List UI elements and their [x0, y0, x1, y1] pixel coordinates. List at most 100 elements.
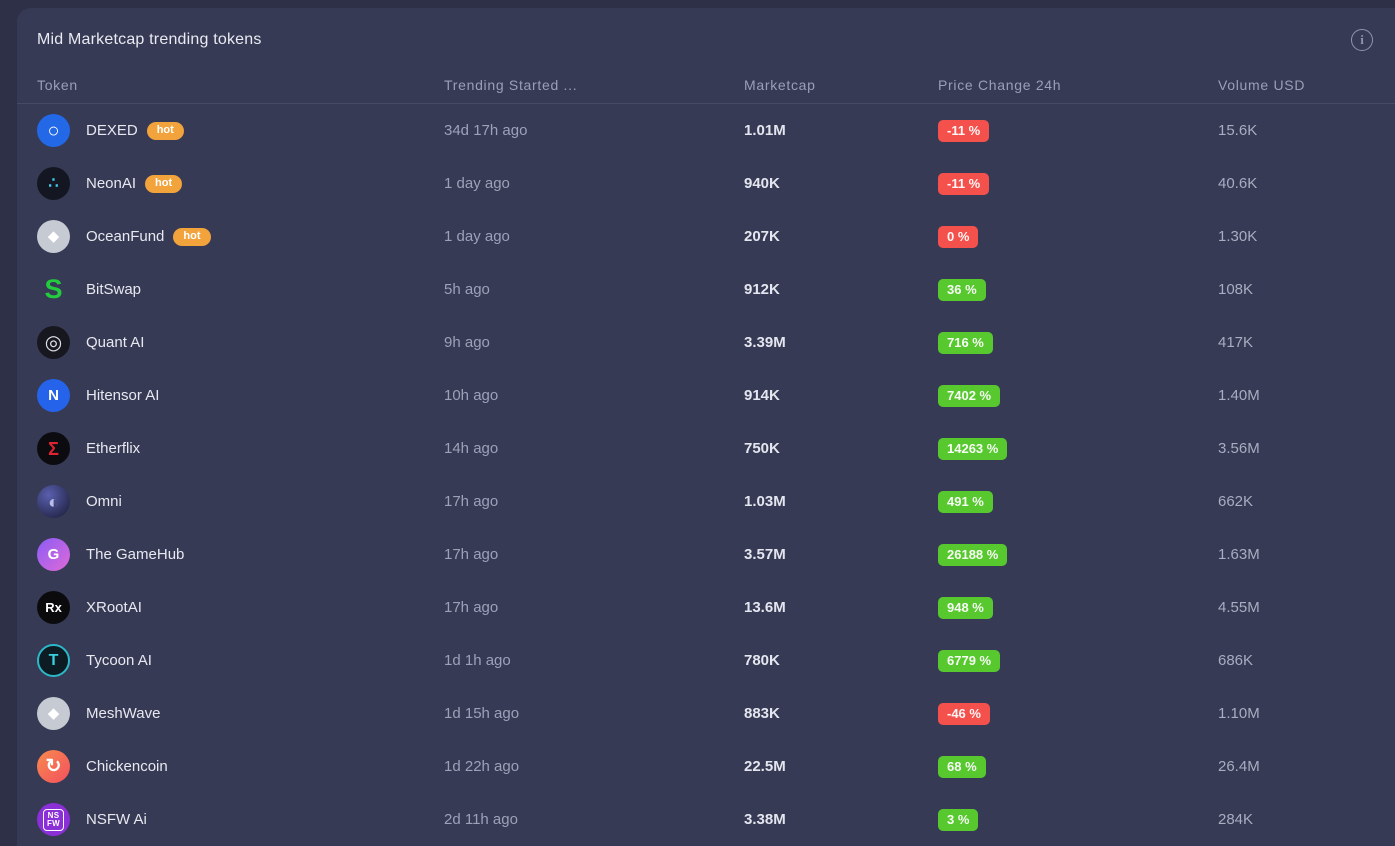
token-name: Chickencoin: [86, 758, 168, 775]
token-cell: ◐ Omni: [37, 485, 444, 518]
marketcap-value: 13.6M: [744, 599, 786, 616]
column-header-volume[interactable]: Volume USD: [1218, 76, 1306, 93]
token-cell: Rx XRootAI: [37, 591, 444, 624]
price-change-badge: 36 %: [938, 278, 986, 301]
table-row[interactable]: G The GameHub 17h ago 3.57M 26188 % 1.63…: [17, 528, 1395, 581]
xrootai-token-icon: Rx: [37, 591, 70, 624]
token-cell: T Tycoon AI: [37, 644, 444, 677]
volume-usd-value: 1.10M: [1218, 705, 1260, 722]
trending-started-value: 17h ago: [444, 546, 499, 563]
volume-usd-value: 1.30K: [1218, 228, 1258, 245]
token-cell: ◎ Quant AI: [37, 326, 444, 359]
token-name: The GameHub: [86, 546, 185, 563]
price-change-cell: 14263 %: [938, 437, 1218, 460]
price-change-badge: 491 %: [938, 490, 993, 513]
volume-usd-value: 40.6K: [1218, 175, 1258, 192]
marketcap-value: 3.57M: [744, 546, 786, 563]
trending-started-value: 14h ago: [444, 440, 499, 457]
trending-started-value: 1d 1h ago: [444, 652, 511, 669]
price-change-badge: -46 %: [938, 702, 990, 725]
token-name: Etherflix: [86, 440, 141, 457]
price-change-cell: -11 %: [938, 172, 1218, 195]
omni-token-icon: ◐: [37, 485, 70, 518]
column-header-marketcap[interactable]: Marketcap: [744, 76, 816, 93]
price-change-cell: 491 %: [938, 490, 1218, 513]
token-cell: N Hitensor AI: [37, 379, 444, 412]
marketcap-value: 1.03M: [744, 493, 786, 510]
price-change-badge: -11 %: [938, 172, 990, 195]
trending-started-value: 17h ago: [444, 599, 499, 616]
table-row[interactable]: Σ Etherflix 14h ago 750K 14263 % 3.56M: [17, 422, 1395, 475]
marketcap-value: 207K: [744, 228, 780, 245]
panel-header: Mid Marketcap trending tokens i: [17, 8, 1395, 52]
table-row[interactable]: ○ DEXED hot 34d 17h ago 1.01M -11 % 15.6…: [17, 104, 1395, 157]
nsfwai-token-icon: NS FW: [37, 803, 70, 836]
token-name: Omni: [86, 493, 122, 510]
gamehub-token-icon: G: [37, 538, 70, 571]
price-change-cell: 3 %: [938, 808, 1218, 831]
trending-started-value: 1 day ago: [444, 175, 510, 192]
token-table-body: ○ DEXED hot 34d 17h ago 1.01M -11 % 15.6…: [17, 104, 1395, 846]
table-row[interactable]: T Tycoon AI 1d 1h ago 780K 6779 % 686K: [17, 634, 1395, 687]
panel-title: Mid Marketcap trending tokens: [37, 31, 262, 48]
hitensor-token-icon: N: [37, 379, 70, 412]
token-name: Hitensor AI: [86, 387, 160, 404]
volume-usd-value: 15.6K: [1218, 122, 1258, 139]
marketcap-value: 750K: [744, 440, 780, 457]
price-change-badge: 3 %: [938, 808, 979, 831]
token-cell: ◆ OceanFund hot: [37, 220, 444, 253]
dexed-token-icon: ○: [37, 114, 70, 147]
volume-usd-value: 1.63M: [1218, 546, 1260, 563]
table-row[interactable]: NS FW NSFW Ai 2d 11h ago 3.38M 3 % 284K: [17, 793, 1395, 846]
token-cell: G The GameHub: [37, 538, 444, 571]
column-header-trending[interactable]: Trending Started ...: [444, 76, 578, 93]
price-change-badge: 716 %: [938, 331, 993, 354]
token-name: OceanFund: [86, 228, 165, 245]
trending-tokens-panel: Mid Marketcap trending tokens i Token Tre…: [17, 8, 1395, 846]
volume-usd-value: 417K: [1218, 334, 1254, 351]
volume-usd-value: 3.56M: [1218, 440, 1260, 457]
token-cell: ↻ Chickencoin: [37, 750, 444, 783]
price-change-badge: 68 %: [938, 755, 986, 778]
price-change-cell: 6779 %: [938, 649, 1218, 672]
column-header-token[interactable]: Token: [37, 76, 78, 93]
price-change-cell: -11 %: [938, 119, 1218, 142]
table-row[interactable]: ◆ MeshWave 1d 15h ago 883K -46 % 1.10M: [17, 687, 1395, 740]
token-cell: Σ Etherflix: [37, 432, 444, 465]
table-header-row: Token Trending Started ... Marketcap Price …: [17, 52, 1395, 104]
etherflix-token-icon: Σ: [37, 432, 70, 465]
table-row[interactable]: ◐ Omni 17h ago 1.03M 491 % 662K: [17, 475, 1395, 528]
volume-usd-value: 26.4M: [1218, 758, 1260, 775]
trending-started-value: 34d 17h ago: [444, 122, 528, 139]
table-row[interactable]: Rx XRootAI 17h ago 13.6M 948 % 4.55M: [17, 581, 1395, 634]
quantai-token-icon: ◎: [37, 326, 70, 359]
price-change-badge: 948 %: [938, 596, 993, 619]
trending-started-value: 1d 22h ago: [444, 758, 520, 775]
token-cell: ∴ NeonAI hot: [37, 167, 444, 200]
price-change-cell: -46 %: [938, 702, 1218, 725]
marketcap-value: 883K: [744, 705, 780, 722]
token-cell: S BitSwap: [37, 273, 444, 306]
price-change-badge: 26188 %: [938, 543, 1008, 566]
token-name: NeonAI: [86, 175, 137, 192]
token-name: Tycoon AI: [86, 652, 152, 669]
volume-usd-value: 686K: [1218, 652, 1254, 669]
table-row[interactable]: N Hitensor AI 10h ago 914K 7402 % 1.40M: [17, 369, 1395, 422]
table-row[interactable]: ∴ NeonAI hot 1 day ago 940K -11 % 40.6K: [17, 157, 1395, 210]
column-header-change[interactable]: Price Change 24h: [938, 76, 1062, 93]
table-row[interactable]: ◆ OceanFund hot 1 day ago 207K 0 % 1.30K: [17, 210, 1395, 263]
hot-badge: hot: [173, 227, 211, 246]
meshwave-token-icon: ◆: [37, 697, 70, 730]
hot-badge: hot: [146, 121, 184, 140]
table-row[interactable]: S BitSwap 5h ago 912K 36 % 108K: [17, 263, 1395, 316]
volume-usd-value: 4.55M: [1218, 599, 1260, 616]
price-change-cell: 68 %: [938, 755, 1218, 778]
table-row[interactable]: ◎ Quant AI 9h ago 3.39M 716 % 417K: [17, 316, 1395, 369]
price-change-cell: 0 %: [938, 225, 1218, 248]
trending-started-value: 17h ago: [444, 493, 499, 510]
trending-started-value: 1 day ago: [444, 228, 510, 245]
table-row[interactable]: ↻ Chickencoin 1d 22h ago 22.5M 68 % 26.4…: [17, 740, 1395, 793]
price-change-badge: -11 %: [938, 119, 990, 142]
token-name: BitSwap: [86, 281, 142, 298]
info-icon[interactable]: i: [1351, 29, 1373, 51]
